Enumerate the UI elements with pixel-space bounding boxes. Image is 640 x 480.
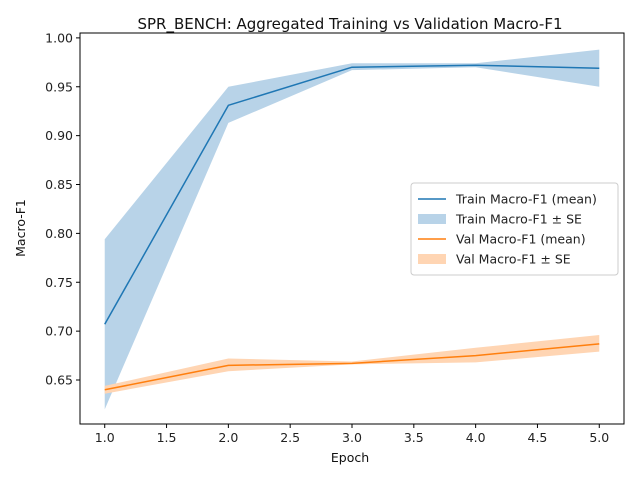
x-tick-label: 4.5 (528, 430, 548, 445)
legend: Train Macro-F1 (mean) Train Macro-F1 ± SE… (410, 182, 619, 276)
x-tick-label: 2.0 (218, 430, 238, 445)
error-bands (104, 49, 600, 410)
x-tick-label: 5.0 (589, 430, 609, 445)
legend-label: Val Macro-F1 ± SE (456, 252, 571, 267)
y-tick-label: 0.85 (45, 177, 73, 192)
x-tick-label: 3.5 (404, 430, 424, 445)
y-tick-label: 0.90 (45, 128, 73, 143)
y-tick-label: 0.70 (45, 324, 73, 339)
x-tick-label: 1.0 (95, 430, 115, 445)
y-tick-label: 0.95 (45, 79, 73, 94)
legend-box (410, 182, 619, 276)
series-0-mean-line (104, 64, 600, 325)
series-1-mean-line (104, 343, 600, 391)
y-axis-ticks: 0.65 0.70 0.75 0.80 0.85 0.90 0.95 1.00 (45, 30, 80, 388)
y-tick-label: 0.75 (45, 275, 73, 290)
legend-label: Train Macro-F1 (mean) (455, 192, 597, 207)
y-axis-label: Macro-F1 (13, 199, 28, 257)
x-tick-label: 4.0 (466, 430, 486, 445)
x-axis-label: Epoch (331, 450, 369, 465)
x-axis-ticks: 1.0 1.5 2.0 2.5 3.0 3.5 4.0 4.5 5.0 (95, 424, 609, 445)
mean-lines (104, 64, 600, 391)
series-1-se-band (104, 335, 600, 394)
y-tick-label: 0.65 (45, 373, 73, 388)
x-tick-label: 1.5 (157, 430, 177, 445)
y-tick-label: 0.80 (45, 226, 73, 241)
chart-title: SPR_BENCH: Aggregated Training vs Valida… (137, 15, 562, 34)
y-tick-label: 1.00 (45, 30, 73, 45)
legend-label: Val Macro-F1 (mean) (456, 232, 586, 247)
x-tick-label: 2.5 (280, 430, 300, 445)
legend-band-swatch (418, 254, 446, 264)
x-tick-label: 3.0 (342, 430, 362, 445)
legend-band-swatch (418, 214, 446, 224)
legend-label: Train Macro-F1 ± SE (455, 212, 582, 227)
